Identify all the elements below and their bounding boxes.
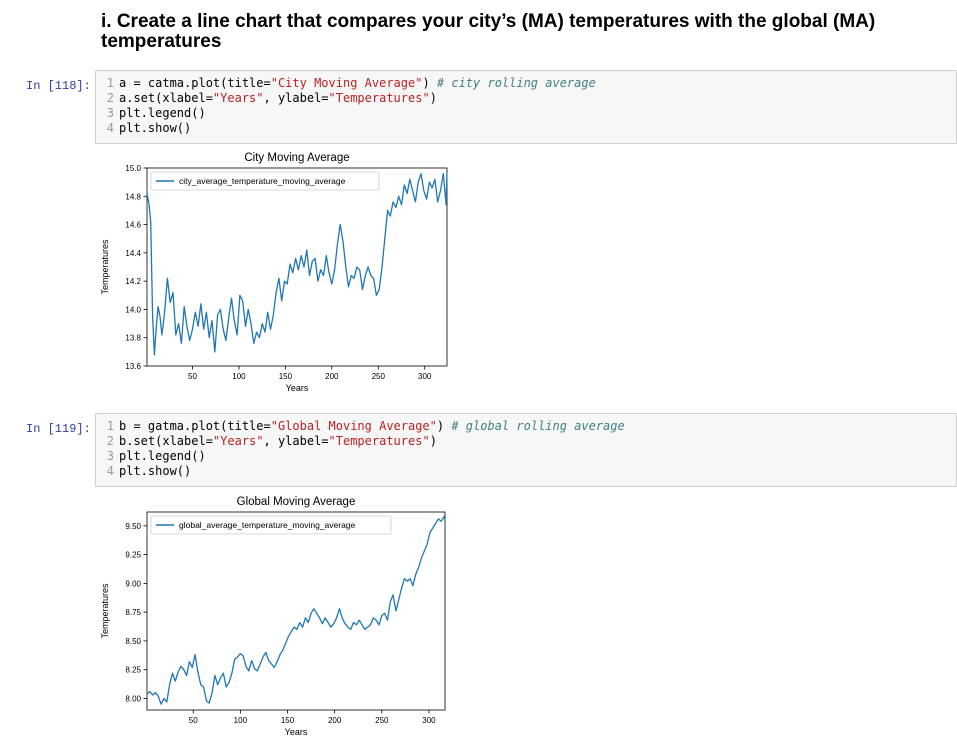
- chart-title: Global Moving Average: [237, 496, 356, 508]
- code-line: 2 a.set(xlabel="Years", ylabel="Temperatu…: [96, 91, 956, 106]
- y-tick-label: 8.50: [125, 637, 141, 646]
- code-text: ): [436, 419, 452, 433]
- legend-label: city_average_temperature_moving_average: [179, 176, 346, 186]
- y-tick-label: 9.25: [125, 551, 141, 560]
- code-text: a = catma.plot(title=: [119, 76, 271, 90]
- line-number: 1: [106, 419, 114, 433]
- line-number: 1: [106, 76, 114, 90]
- code-string: "Global Moving Average": [270, 419, 437, 433]
- x-tick-label: 50: [189, 716, 198, 725]
- code-string: "City Moving Average": [270, 76, 423, 90]
- code-comment: # global rolling average: [451, 419, 625, 433]
- code-text: , ylabel=: [263, 91, 329, 105]
- code-line: 3 plt.legend(): [96, 106, 956, 121]
- line-number: 3: [106, 106, 114, 120]
- code-text: ): [429, 91, 437, 105]
- code-text: ): [422, 76, 437, 90]
- plot-area: [146, 511, 446, 711]
- x-tick-label: 100: [234, 716, 248, 725]
- y-tick-label: 14.8: [125, 192, 141, 201]
- y-tick-label: 14.0: [125, 305, 141, 314]
- code-text: a.set(xlabel=: [119, 91, 213, 105]
- code-string: "Years": [212, 434, 264, 448]
- chart-title: City Moving Average: [244, 152, 349, 164]
- code-string: "Years": [212, 91, 264, 105]
- line-number: 3: [106, 449, 114, 463]
- y-tick-label: 13.8: [125, 334, 141, 343]
- global-moving-average-chart: Global Moving Average 50 100 150 200 250 300 8.…: [100, 496, 446, 737]
- cell-prompt: In [119]:: [26, 422, 91, 436]
- x-axis-label: Years: [285, 727, 308, 737]
- code-text: , ylabel=: [263, 434, 329, 448]
- code-text: plt.show(): [119, 121, 192, 135]
- x-tick-label: 100: [232, 372, 246, 381]
- y-tick-label: 8.00: [125, 694, 141, 703]
- x-tick-label: 200: [325, 372, 339, 381]
- y-tick-label: 14.6: [125, 221, 141, 230]
- y-tick-label: 13.6: [125, 362, 141, 371]
- code-cell[interactable]: 1 a = catma.plot(title="City Moving Avera…: [95, 70, 957, 144]
- code-comment: # city rolling average: [436, 76, 596, 90]
- markdown-heading: i. Create a line chart that compares you…: [101, 11, 876, 52]
- code-line: 4 plt.show(): [96, 121, 956, 136]
- code-string: "Temperatures": [328, 91, 430, 105]
- line-number: 4: [106, 121, 114, 135]
- code-text: plt.show(): [119, 464, 192, 478]
- y-tick-label: 9.50: [125, 522, 141, 531]
- x-tick-label: 250: [372, 372, 386, 381]
- y-tick-label: 14.4: [125, 249, 141, 258]
- cell-prompt: In [118]:: [26, 79, 91, 93]
- series-line: [146, 515, 446, 705]
- x-tick-label: 50: [188, 372, 197, 381]
- code-text: plt.legend(): [119, 449, 206, 463]
- x-tick-label: 300: [418, 372, 432, 381]
- code-text: b = gatma.plot(title=: [119, 419, 271, 433]
- x-tick-label: 200: [328, 716, 342, 725]
- code-line: 2 b.set(xlabel="Years", ylabel="Temperatu…: [96, 434, 956, 449]
- legend-label: global_average_temperature_moving_averag…: [179, 520, 356, 530]
- code-string: "Temperatures": [328, 434, 430, 448]
- y-axis-label: Temperatures: [100, 583, 110, 639]
- code-line: 4 plt.show(): [96, 464, 956, 479]
- code-line: 1 a = catma.plot(title="City Moving Avera…: [96, 76, 956, 91]
- code-text: ): [429, 434, 437, 448]
- y-tick-label: 15.0: [125, 164, 141, 173]
- city-moving-average-chart: City Moving Average 50 100 150 200 250 300 13.6…: [100, 152, 448, 393]
- code-text: b.set(xlabel=: [119, 434, 213, 448]
- x-axis-label: Years: [286, 383, 309, 393]
- line-number: 2: [106, 91, 114, 105]
- y-axis-label: Temperatures: [100, 239, 110, 295]
- x-tick-label: 150: [279, 372, 293, 381]
- code-cell[interactable]: 1 b = gatma.plot(title="Global Moving Ave…: [95, 413, 957, 487]
- x-tick-label: 250: [375, 716, 389, 725]
- y-tick-label: 14.2: [125, 277, 141, 286]
- y-tick-label: 9.00: [125, 579, 141, 588]
- legend-box: [150, 515, 392, 535]
- y-tick-label: 8.75: [125, 608, 141, 617]
- line-number: 2: [106, 434, 114, 448]
- y-tick-label: 8.25: [125, 666, 141, 675]
- legend-box: [150, 171, 380, 191]
- line-number: 4: [106, 464, 114, 478]
- x-tick-label: 150: [281, 716, 295, 725]
- code-line: 3 plt.legend(): [96, 449, 956, 464]
- x-tick-label: 300: [422, 716, 436, 725]
- series-line: [146, 170, 448, 356]
- code-line: 1 b = gatma.plot(title="Global Moving Ave…: [96, 419, 956, 434]
- code-text: plt.legend(): [119, 106, 206, 120]
